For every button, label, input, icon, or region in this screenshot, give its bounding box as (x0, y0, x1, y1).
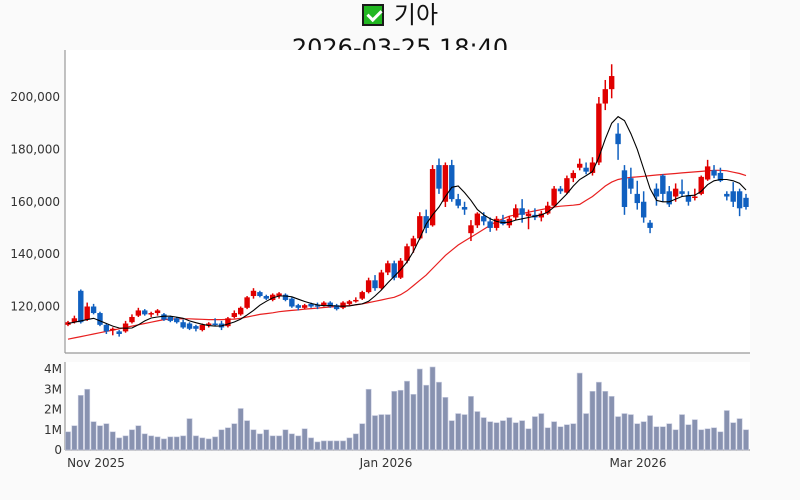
candles (65, 64, 749, 337)
ma-long-line (67, 169, 747, 340)
volume-axis-tick: 2M (44, 403, 62, 417)
date-axis-tick: Nov 2025 (67, 456, 125, 470)
volume-axis-tick: 3M (44, 382, 62, 396)
price-axis-tick: 180,000 (10, 142, 60, 156)
ma-short-line (67, 115, 747, 329)
stock-name: 기아 (393, 1, 439, 29)
date-axis-tick: Mar 2026 (610, 456, 667, 470)
volume-axis-tick: 1M (44, 423, 62, 437)
price-axis-tick: 160,000 (10, 195, 60, 209)
price-axis-tick: 120,000 (10, 300, 60, 314)
chart-title: 기아 (0, 0, 800, 30)
price-plot-area (65, 50, 750, 353)
volume-axis-tick: 0 (54, 443, 62, 457)
price-axis-tick: 140,000 (10, 247, 60, 261)
price-axis-tick: 200,000 (10, 90, 60, 104)
date-axis-tick: Jan 2026 (359, 456, 413, 470)
check-mark-icon (361, 4, 384, 26)
volume-axis-tick: 4M (44, 362, 62, 376)
volume-bars (65, 366, 749, 451)
